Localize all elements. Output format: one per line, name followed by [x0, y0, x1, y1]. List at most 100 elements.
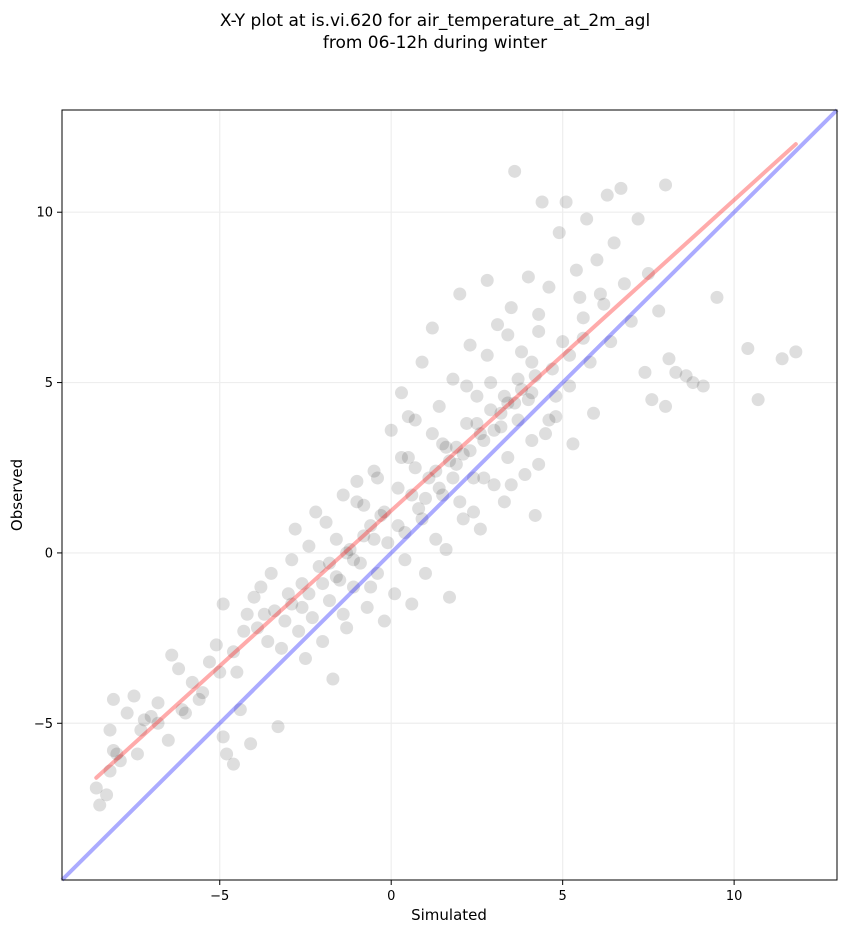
data-point-62	[360, 600, 374, 614]
data-point-204	[542, 413, 556, 427]
data-point-199	[134, 723, 148, 737]
data-point-189	[497, 389, 511, 403]
y-tick-label-3: 10	[36, 206, 53, 221]
data-point-198	[151, 716, 165, 730]
data-point-110	[525, 386, 539, 400]
data-point-136	[624, 314, 638, 328]
data-point-171	[415, 512, 429, 526]
data-point-173	[367, 532, 381, 546]
y-axis-ticks: −5 0 5 10	[34, 206, 62, 732]
data-point-3	[103, 764, 117, 778]
data-point-221	[563, 348, 577, 362]
data-point-24	[216, 730, 230, 744]
data-point-27	[230, 665, 244, 679]
data-point-76	[408, 413, 422, 427]
data-point-56	[340, 621, 354, 635]
data-point-46	[305, 611, 319, 625]
data-point-33	[244, 737, 258, 751]
data-point-167	[515, 382, 529, 396]
data-point-9	[120, 706, 134, 720]
data-point-67	[377, 614, 391, 628]
data-point-214	[501, 328, 515, 342]
data-point-38	[274, 641, 288, 655]
data-point-177	[302, 587, 316, 601]
data-point-109	[521, 270, 535, 284]
data-point-162	[418, 491, 432, 505]
data-point-19	[185, 675, 199, 689]
data-point-89	[453, 287, 467, 301]
data-point-0	[89, 781, 103, 795]
data-point-48	[312, 560, 326, 574]
data-point-78	[415, 355, 429, 369]
data-point-86	[443, 590, 456, 604]
data-point-29	[240, 607, 254, 621]
data-point-119	[556, 335, 570, 349]
data-point-149	[710, 290, 724, 304]
data-point-197	[175, 703, 189, 717]
data-point-22	[209, 638, 223, 652]
data-point-72	[394, 386, 408, 400]
data-point-103	[501, 396, 515, 410]
fit-line	[94, 142, 798, 780]
data-point-215	[532, 307, 546, 321]
data-point-210	[370, 471, 384, 485]
data-point-52	[326, 672, 340, 686]
data-point-165	[463, 444, 477, 458]
data-point-155	[432, 481, 446, 495]
data-point-117	[549, 410, 563, 424]
data-point-206	[364, 580, 378, 594]
y-tick-label-0: −5	[34, 717, 53, 732]
data-point-145	[669, 365, 683, 379]
data-point-32	[233, 703, 247, 717]
data-point-216	[439, 543, 453, 557]
data-point-157	[487, 423, 501, 437]
data-point-140	[645, 393, 659, 407]
data-point-8	[106, 692, 120, 706]
data-point-13	[151, 696, 165, 710]
data-point-65	[370, 566, 384, 580]
data-point-23	[216, 597, 230, 611]
data-point-180	[295, 600, 309, 614]
grid-lines	[62, 110, 837, 880]
data-point-128	[587, 406, 601, 420]
data-point-133	[607, 236, 621, 250]
data-point-40	[285, 553, 299, 567]
data-point-82	[429, 532, 443, 546]
data-point-83	[432, 399, 446, 413]
data-point-183	[357, 529, 371, 543]
data-point-81	[425, 321, 439, 335]
data-point-220	[549, 389, 563, 403]
data-point-139	[641, 267, 655, 281]
data-point-102	[497, 495, 511, 509]
data-point-107	[515, 345, 529, 359]
data-point-106	[511, 413, 525, 427]
data-point-153	[789, 345, 803, 359]
data-point-201	[477, 471, 491, 485]
data-point-70	[388, 587, 402, 601]
x-tick-label-1: 0	[387, 889, 395, 904]
data-point-69	[384, 423, 398, 437]
data-point-184	[377, 505, 391, 519]
data-point-12	[144, 709, 158, 723]
data-point-120	[559, 195, 573, 209]
data-point-58	[346, 580, 360, 594]
data-point-18	[178, 706, 192, 720]
data-point-196	[196, 686, 210, 700]
y-axis-label: Observed	[8, 459, 26, 531]
data-point-141	[652, 304, 666, 318]
x-tick-label-3: 10	[726, 889, 743, 904]
data-point-41	[288, 522, 302, 536]
data-point-4	[106, 744, 120, 758]
data-point-170	[443, 454, 456, 468]
data-point-118	[552, 226, 566, 240]
data-point-61	[357, 498, 371, 512]
data-point-156	[456, 447, 470, 461]
data-point-36	[268, 604, 282, 618]
data-point-35	[264, 566, 278, 580]
data-point-99	[487, 478, 501, 492]
data-point-104	[504, 301, 518, 315]
data-point-95	[473, 522, 487, 536]
data-point-172	[391, 519, 405, 533]
data-point-132	[604, 335, 618, 349]
data-point-144	[659, 399, 673, 413]
